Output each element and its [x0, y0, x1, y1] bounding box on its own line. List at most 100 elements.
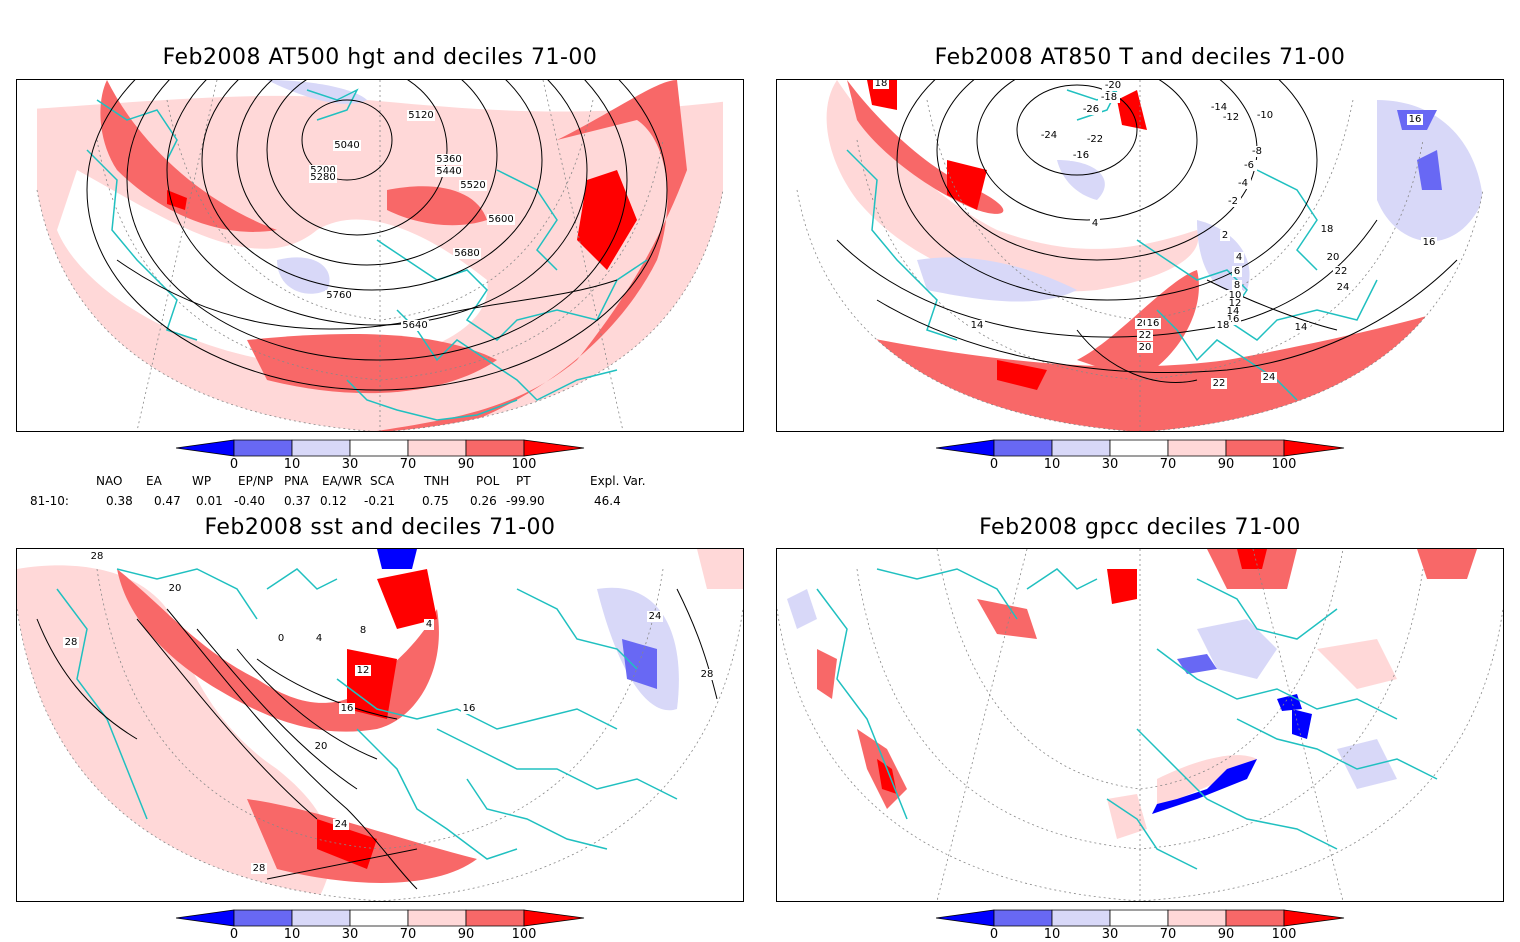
map-t850: 18 -20-18-26-24-14-12 -10-22-16 -8-6-4-2241…: [796, 80, 1484, 431]
contour-label-bg: [333, 140, 361, 151]
contour-label: 28: [253, 863, 266, 874]
index-name: NAO: [96, 474, 123, 488]
colorbar-label: 90: [1217, 927, 1235, 942]
contour-label-bg: [339, 703, 355, 714]
contour-label-bg: [969, 320, 985, 331]
map-panel-hgt500: 5040 5120 5200 5280 5360 5440 5520 5600 5680 5760…: [16, 79, 744, 432]
colorbar-swatches: [175, 909, 585, 927]
colorbar-swatches: [935, 909, 1345, 927]
contour-label: 28: [701, 669, 714, 680]
colorbar-label: 70: [399, 927, 417, 942]
index-name: TNH: [424, 474, 450, 488]
colorbar-segment-1: [233, 909, 293, 927]
contour-label-bg: [1084, 134, 1106, 145]
colorbar-segment-0: [175, 439, 235, 457]
contour-label: 16: [341, 703, 354, 714]
contour-label: 5520: [460, 180, 485, 191]
contour-label: -10: [1257, 110, 1273, 121]
contour-label: 14: [1227, 306, 1240, 317]
index-value: 0.37: [284, 494, 311, 508]
index-value: 0.75: [422, 494, 449, 508]
contour-label-bg: [313, 741, 329, 752]
colorbar-swatches: [175, 439, 585, 457]
contour-label: 4: [1092, 218, 1098, 229]
contour-label: -14: [1211, 102, 1227, 113]
contour-label-bg: [424, 619, 434, 630]
contour-label-bg: [435, 154, 463, 165]
colorbar-segment-4: [1167, 439, 1227, 457]
contour-label-bg: [1227, 298, 1243, 309]
contour-label: 5280: [310, 172, 335, 183]
contour-label: 5440: [436, 166, 461, 177]
map-panel-gpcc: [776, 548, 1504, 902]
contour-label: 2: [1222, 230, 1228, 241]
colorbar-label: 10: [1043, 927, 1061, 942]
colorbar-segment-1: [233, 439, 293, 457]
contour-label: 20: [1327, 252, 1340, 263]
contour-label: 18: [1321, 224, 1334, 235]
contour-label: 16: [1409, 114, 1422, 125]
contour-label: 28: [65, 637, 78, 648]
contour-label-bg: [1254, 110, 1276, 121]
colorbar-label: 100: [511, 457, 537, 472]
contour-label: 14: [971, 320, 984, 331]
contour-label-bg: [1249, 146, 1265, 157]
contour-label-bg: [873, 80, 889, 89]
contour-label-bg: [1235, 178, 1251, 189]
colorbar-label: 10: [1043, 457, 1061, 472]
colorbar-segment-1: [993, 909, 1053, 927]
panel-title-hgt500: Feb2008 AT500 hgt and deciles 71-00: [162, 45, 598, 70]
colorbar-segment-1: [993, 439, 1053, 457]
contour-label: 12: [357, 665, 370, 676]
contour-label-bg: [1038, 130, 1060, 141]
colorbar-segment-2: [291, 909, 351, 927]
contour-label: 5640: [402, 320, 427, 331]
map-gpcc: [777, 549, 1503, 901]
contour-label-bg: [1090, 218, 1100, 229]
contour-label: -20: [1105, 80, 1121, 91]
contour-label: 8: [1234, 280, 1240, 291]
contour-label: 20: [1139, 342, 1152, 353]
contour-label: 16: [1147, 318, 1160, 329]
contour-label: 4: [1236, 252, 1242, 263]
contour-label-bg: [167, 583, 183, 594]
contour-label: 5760: [326, 290, 351, 301]
contour-label-bg: [276, 633, 286, 644]
index-period-label: 81-10:: [30, 494, 69, 508]
contour-label: 22: [1335, 266, 1348, 277]
contour-label: 20: [169, 583, 182, 594]
contour-label-bg: [699, 669, 715, 680]
colorbar-segment-6: [523, 909, 585, 927]
colorbar-top-left: 0 10 30 70 90 100: [175, 439, 586, 479]
colorbar-label: 30: [341, 457, 359, 472]
contour-label-bg: [407, 110, 435, 121]
colorbar-segment-5: [465, 439, 525, 457]
contour-label-bg: [251, 863, 267, 874]
colorbar-segment-6: [523, 439, 585, 457]
contour-label-bg: [333, 819, 349, 830]
contour-label-bg: [1211, 378, 1227, 389]
contour-label: 24: [335, 819, 348, 830]
contour-label-bg: [1225, 314, 1241, 325]
contour-label-bg: [1241, 160, 1257, 171]
colorbar-label: 100: [511, 927, 537, 942]
index-value: -99.90: [506, 494, 545, 508]
colorbar-label: 10: [283, 927, 301, 942]
contour-label: 12: [1229, 298, 1242, 309]
index-value: -0.40: [234, 494, 266, 508]
colorbar-label: 10: [283, 457, 301, 472]
index-name: Expl. Var.: [590, 474, 646, 488]
contour-label-bg: [309, 165, 337, 176]
colorbar-segment-5: [1225, 439, 1285, 457]
contour-label-bg: [1070, 150, 1092, 161]
contour-label: 0: [278, 633, 284, 644]
colorbar-label: 100: [1271, 457, 1297, 472]
contour-label-bg: [401, 320, 429, 331]
contour-label: -26: [1083, 104, 1099, 115]
colorbar-label: 30: [341, 927, 359, 942]
colorbar-segment-3: [349, 439, 409, 457]
index-name: POL: [476, 474, 500, 488]
colorbar-segment-4: [407, 909, 467, 927]
colorbar-label: 90: [457, 457, 475, 472]
colorbar-label: 100: [1271, 927, 1297, 942]
